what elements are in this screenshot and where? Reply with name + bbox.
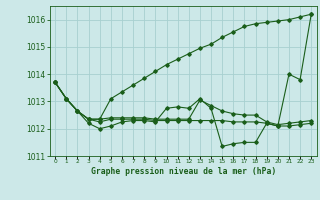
- X-axis label: Graphe pression niveau de la mer (hPa): Graphe pression niveau de la mer (hPa): [91, 167, 276, 176]
